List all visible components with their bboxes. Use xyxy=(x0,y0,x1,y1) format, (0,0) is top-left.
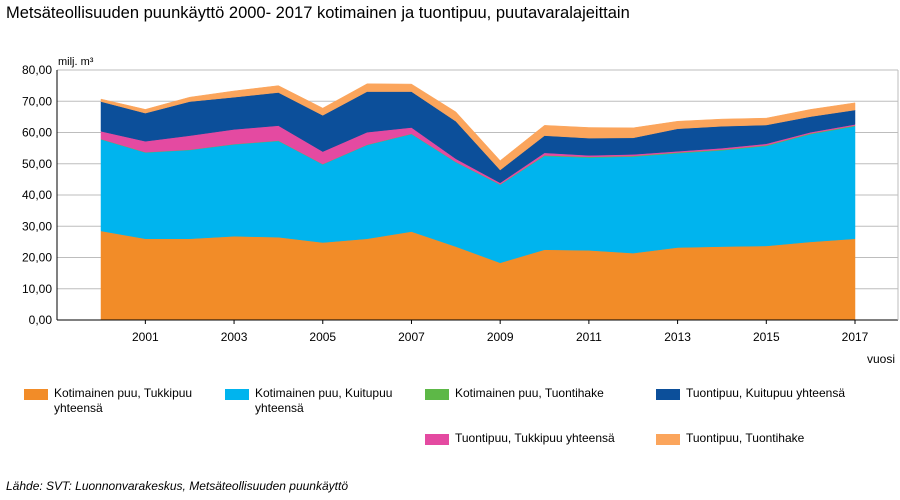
legend-label-import-chips: Tuontipuu, Tuontihake xyxy=(686,431,805,445)
legend-item-domestic-logs: Kotimainen puu, Tukkipuu yhteensä xyxy=(24,386,214,416)
x-tick-label: 2005 xyxy=(309,330,336,344)
legend-label-import-pulpwood: Tuontipuu, Kuitupuu yhteensä xyxy=(686,386,846,400)
y-tick-label: 20,00 xyxy=(22,251,52,265)
y-tick-label: 30,00 xyxy=(22,219,52,233)
x-tick-label: 2003 xyxy=(221,330,248,344)
area-series-6 xyxy=(100,83,856,171)
legend-swatch-domestic-pulpwood xyxy=(225,389,249,400)
y-tick-label: 80,00 xyxy=(22,63,52,77)
legend-swatch-domestic-logs xyxy=(24,389,48,400)
legend-item-domestic-imported-chips: Kotimainen puu, Tuontihake xyxy=(425,386,635,401)
y-tick-label: 60,00 xyxy=(22,126,52,140)
legend-label-domestic-pulpwood: Kotimainen puu, Kuitupuu yhteensä xyxy=(255,386,393,415)
y-tick-label: 70,00 xyxy=(22,94,52,108)
legend-swatch-import-logs xyxy=(425,434,449,445)
x-tick-label: 2011 xyxy=(576,330,602,344)
x-tick-label: 2013 xyxy=(664,330,691,344)
y-tick-label: 0,00 xyxy=(29,313,53,327)
x-tick-label: 2007 xyxy=(398,330,425,344)
source-note: Lähde: SVT: Luonnonvarakeskus, Metsäteol… xyxy=(6,479,348,493)
legend-label-domestic-logs: Kotimainen puu, Tukkipuu yhteensä xyxy=(54,386,193,415)
legend-item-import-logs: Tuontipuu, Tukkipuu yhteensä xyxy=(425,431,645,446)
legend-label-domestic-imported-chips: Kotimainen puu, Tuontihake xyxy=(455,386,604,400)
axes: 0,00 10,00 20,00 30,00 40,00 50,00 60,00 70,00 8… xyxy=(22,63,899,344)
area-series xyxy=(100,83,856,321)
legend-item-domestic-pulpwood: Kotimainen puu, Kuitupuu yhteensä xyxy=(225,386,415,416)
x-tick-label: 2009 xyxy=(487,330,514,344)
x-tick-label: 2017 xyxy=(842,330,869,344)
legend-item-import-pulpwood: Tuontipuu, Kuitupuu yhteensä xyxy=(656,386,896,401)
x-axis-label: vuosi xyxy=(867,352,895,366)
legend-swatch-import-pulpwood xyxy=(656,389,680,400)
x-tick-label: 2001 xyxy=(132,330,159,344)
x-tick-label: 2015 xyxy=(753,330,780,344)
legend-item-import-chips: Tuontipuu, Tuontihake xyxy=(656,431,876,446)
legend-swatch-domestic-imported-chips xyxy=(425,389,449,400)
y-tick-label: 10,00 xyxy=(22,282,52,296)
chart-title: Metsäteollisuuden puunkäyttö 2000- 2017 … xyxy=(6,4,630,22)
y-axis-unit-label: milj. m³ xyxy=(58,56,94,68)
y-tick-label: 40,00 xyxy=(22,188,52,202)
y-tick-label: 50,00 xyxy=(22,157,52,171)
legend-label-import-logs: Tuontipuu, Tukkipuu yhteensä xyxy=(455,431,615,445)
legend-swatch-import-chips xyxy=(656,434,680,445)
